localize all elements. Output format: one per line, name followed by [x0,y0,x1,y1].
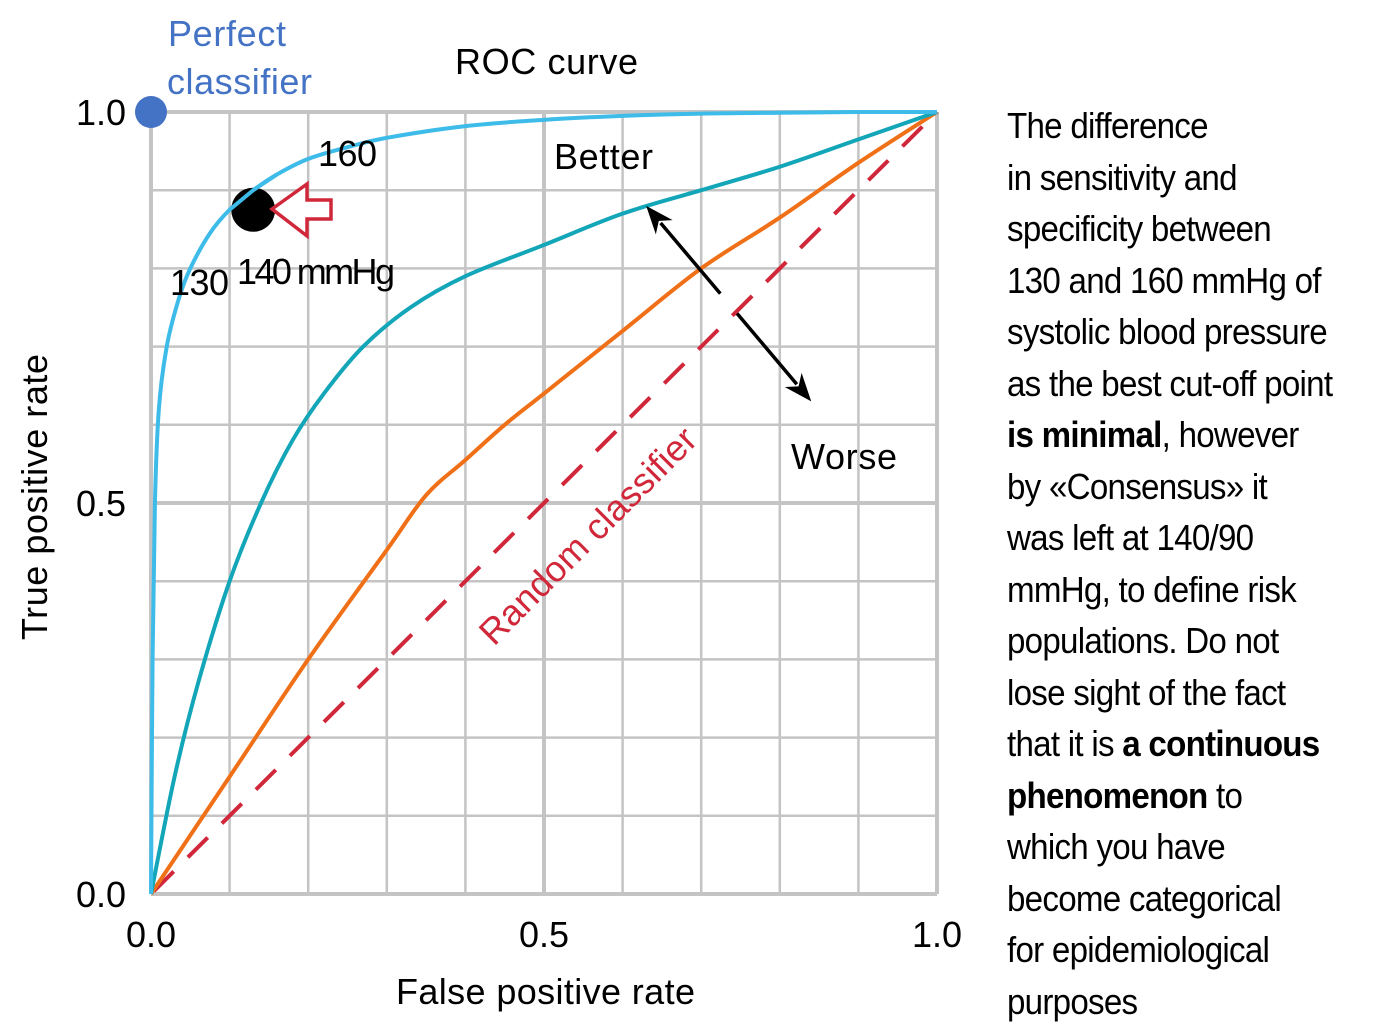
text-segment: to [1208,775,1243,816]
worse-label: Worse [791,436,897,477]
text-line: populations. Do not [1007,615,1357,667]
chart-title: ROC curve [455,41,638,82]
explanatory-text: The difference in sensitivity and specific… [1007,100,1357,1027]
text-segment: in sensitivity and [1007,157,1237,198]
text-line: purposes [1007,976,1357,1027]
random-classifier-label: Random classifier [471,419,705,653]
text-segment: was left at 140/90 [1007,517,1253,558]
text-segment: as the best cut-off point [1007,363,1332,404]
perfect-classifier-point [135,96,167,128]
y-tick-label: 0.0 [76,874,126,915]
text-line: is minimal, however [1007,409,1357,461]
y-tick-label: 0.5 [76,483,126,524]
text-segment: lose sight of the fact [1007,672,1285,713]
text-line: specificity between [1007,203,1357,255]
axis-ticks: 0.0 0.5 1.0 0.0 0.5 1.0 [76,92,962,955]
text-line: phenomenon to [1007,770,1357,822]
text-segment: systolic blood pressure [1007,311,1327,352]
text-segment: by «Consensus» it [1007,466,1267,507]
text-line: by «Consensus» it [1007,461,1357,513]
text-segment: The difference [1007,105,1208,146]
text-segment: 130 and 160 mmHg of [1007,260,1321,301]
better-arrow-shaft [661,223,721,294]
text-line: 130 and 160 mmHg of [1007,255,1357,307]
points [135,96,277,232]
emphasis-text: is minimal [1007,414,1162,455]
text-line: as the best cut-off point [1007,358,1357,410]
y-tick-label: 1.0 [76,92,126,133]
text-line: in sensitivity and [1007,152,1357,204]
text-segment: which you have [1007,826,1225,867]
text-line: systolic blood pressure [1007,306,1357,358]
cutoff-140-point [231,188,275,232]
x-axis-label: False positive rate [396,971,695,1012]
x-tick-label: 0.5 [519,914,569,955]
emphasis-text: phenomenon [1007,775,1208,816]
text-segment: become categorical [1007,878,1281,919]
text-segment: populations. Do not [1007,620,1278,661]
better-label: Better [554,136,653,177]
worse-arrow-shaft [737,314,797,385]
perfect-classifier-label-1: Perfect [168,13,286,54]
cutoff-pointer-arrow-icon [272,184,331,236]
x-tick-label: 0.0 [126,914,176,955]
text-line: become categorical [1007,873,1357,925]
text-line: mmHg, to define risk [1007,564,1357,616]
emphasis-text: a continuous [1122,723,1319,764]
text-line: that it is a continuous [1007,718,1357,770]
label-130: 130 [170,262,229,303]
text-segment: for epidemiological [1007,929,1269,970]
text-line: which you have [1007,821,1357,873]
text-segment: specificity between [1007,208,1271,249]
perfect-classifier-label-2: classifier [167,61,312,102]
text-line: The difference [1007,100,1357,152]
label-160: 160 [318,133,377,174]
x-tick-label: 1.0 [912,914,962,955]
roc-chart: 0.0 0.5 1.0 0.0 0.5 1.0 ROC curve Perfect cla… [0,0,1000,1024]
label-140-mmhg: 140 mmHg [237,251,395,292]
text-line: for epidemiological [1007,924,1357,976]
text-line: was left at 140/90 [1007,512,1357,564]
better-worse-arrow [646,206,811,402]
y-axis-label: True positive rate [14,354,55,640]
text-segment: mmHg, to define risk [1007,569,1296,610]
text-line: lose sight of the fact [1007,667,1357,719]
text-segment: purposes [1007,981,1137,1022]
text-segment: , however [1162,414,1299,455]
text-segment: that it is [1007,723,1122,764]
